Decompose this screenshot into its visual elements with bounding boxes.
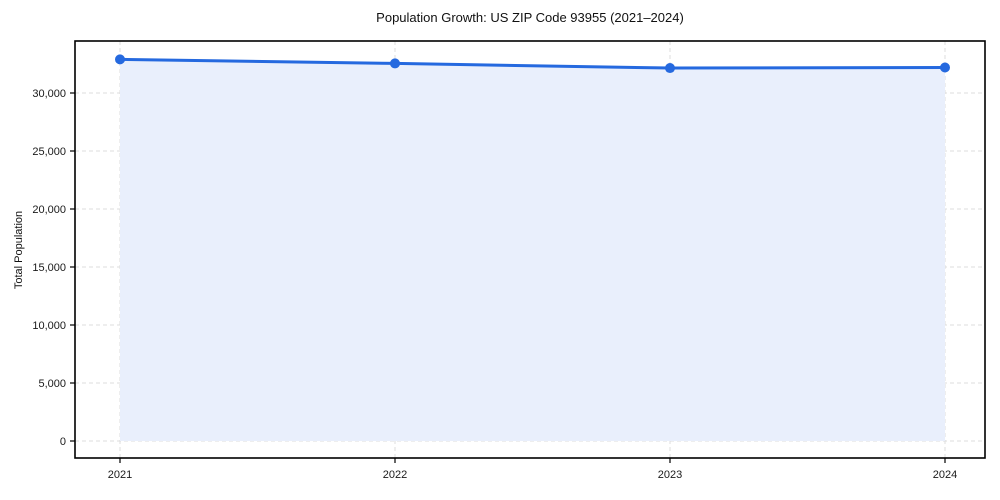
y-tick-label: 20,000 [32, 204, 66, 216]
chart-title: Population Growth: US ZIP Code 93955 (20… [376, 10, 684, 25]
data-point-2024 [940, 62, 950, 73]
y-tick-label: 5,000 [38, 378, 66, 390]
data-point-2023 [665, 63, 675, 74]
y-tick-label: 0 [60, 436, 66, 448]
y-tick-label: 25,000 [32, 146, 66, 158]
data-point-2022 [390, 58, 400, 69]
data-line [118, 57, 947, 70]
x-tick-label: 2022 [383, 469, 407, 481]
x-tick-label: 2021 [108, 469, 132, 481]
y-tick-label: 15,000 [32, 262, 66, 274]
x-tick-label: 2023 [658, 469, 682, 481]
area-fill [120, 59, 945, 442]
y-tick-label: 30,000 [32, 88, 66, 100]
x-tick-label: 2024 [933, 469, 957, 481]
data-point-2021 [115, 54, 125, 65]
y-axis-title: Total Population [13, 210, 25, 290]
y-tick-label: 10,000 [32, 320, 66, 332]
axes-border [74, 40, 986, 459]
